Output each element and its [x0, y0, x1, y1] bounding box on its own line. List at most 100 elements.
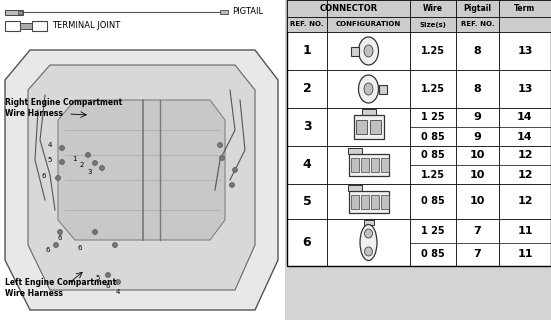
- Bar: [287, 17, 551, 32]
- Text: 6: 6: [106, 283, 110, 289]
- Text: 1 25: 1 25: [421, 113, 445, 123]
- Bar: [354, 115, 383, 139]
- Text: 10: 10: [470, 170, 485, 180]
- Text: 4: 4: [302, 158, 311, 172]
- Circle shape: [57, 229, 62, 235]
- Ellipse shape: [364, 83, 373, 95]
- Text: 1: 1: [72, 156, 76, 162]
- Bar: [361, 109, 375, 115]
- Text: 5: 5: [302, 195, 311, 208]
- Bar: [356, 120, 367, 134]
- Text: 6: 6: [78, 245, 82, 251]
- Bar: [350, 195, 359, 209]
- Ellipse shape: [359, 75, 379, 103]
- Text: 11: 11: [517, 249, 533, 259]
- Text: 0 85: 0 85: [421, 132, 445, 141]
- Circle shape: [219, 156, 224, 161]
- Circle shape: [85, 153, 90, 157]
- Bar: [350, 158, 359, 172]
- Circle shape: [218, 142, 223, 148]
- Text: 6: 6: [302, 236, 311, 249]
- Text: 12: 12: [517, 196, 533, 206]
- Circle shape: [230, 182, 235, 188]
- Text: 14: 14: [517, 113, 533, 123]
- Bar: [20, 23, 32, 29]
- PathPatch shape: [5, 50, 278, 310]
- Text: 10: 10: [470, 150, 485, 161]
- Ellipse shape: [360, 225, 377, 260]
- PathPatch shape: [28, 65, 255, 290]
- Bar: [348, 190, 388, 212]
- Bar: [360, 158, 369, 172]
- Text: 12: 12: [517, 170, 533, 180]
- Text: Size(s): Size(s): [419, 21, 446, 28]
- Text: 12: 12: [517, 150, 533, 161]
- Text: 1.25: 1.25: [421, 84, 445, 94]
- Bar: [348, 185, 361, 190]
- Bar: [381, 158, 388, 172]
- Text: Left Engine Compartment
Wire Harness: Left Engine Compartment Wire Harness: [5, 278, 116, 298]
- Text: 5: 5: [48, 157, 52, 163]
- Bar: [0, 37, 285, 320]
- Bar: [370, 158, 379, 172]
- Circle shape: [105, 273, 111, 277]
- Bar: [348, 148, 361, 154]
- Circle shape: [60, 146, 64, 150]
- Text: Term: Term: [515, 4, 536, 13]
- Ellipse shape: [365, 247, 372, 256]
- Bar: [348, 154, 388, 176]
- Text: 10: 10: [470, 196, 485, 206]
- Bar: [364, 220, 374, 225]
- Circle shape: [93, 161, 98, 165]
- Text: 14: 14: [517, 132, 533, 141]
- Text: 0 85: 0 85: [421, 150, 445, 161]
- Text: PIGTAIL: PIGTAIL: [232, 7, 263, 17]
- Bar: [370, 120, 381, 134]
- Text: 1.25: 1.25: [421, 46, 445, 56]
- Circle shape: [116, 279, 121, 284]
- Text: 6: 6: [46, 247, 50, 253]
- Bar: [5, 21, 20, 31]
- Text: 7: 7: [474, 249, 482, 259]
- Text: 1 25: 1 25: [421, 226, 445, 236]
- Text: 2: 2: [80, 162, 84, 168]
- Text: 7: 7: [474, 226, 482, 236]
- Text: 9: 9: [473, 132, 482, 141]
- Circle shape: [100, 165, 105, 171]
- Text: 3: 3: [88, 169, 92, 175]
- Text: 3: 3: [302, 121, 311, 133]
- Text: Right Engine Compartment
Wire Harness: Right Engine Compartment Wire Harness: [5, 98, 122, 118]
- Bar: [32, 21, 47, 31]
- Text: TERMINAL JOINT: TERMINAL JOINT: [52, 21, 120, 30]
- Text: 8: 8: [474, 84, 482, 94]
- Bar: [287, 0, 551, 266]
- Text: 4: 4: [116, 289, 120, 295]
- Text: Pigtail: Pigtail: [463, 4, 491, 13]
- Text: 13: 13: [517, 84, 533, 94]
- Ellipse shape: [359, 37, 379, 65]
- Bar: [360, 195, 369, 209]
- Ellipse shape: [365, 229, 372, 238]
- Text: CONFIGURATION: CONFIGURATION: [336, 21, 401, 28]
- Circle shape: [112, 243, 117, 247]
- PathPatch shape: [58, 100, 225, 240]
- Text: 5: 5: [96, 275, 100, 281]
- Text: REF. NO.: REF. NO.: [290, 21, 324, 28]
- Text: CONNECTOR: CONNECTOR: [320, 4, 377, 13]
- Text: 8: 8: [474, 46, 482, 56]
- Text: 6: 6: [42, 173, 46, 179]
- Text: 9: 9: [473, 113, 482, 123]
- Text: Wire: Wire: [423, 4, 443, 13]
- Bar: [220, 10, 228, 14]
- Bar: [287, 0, 551, 17]
- Bar: [18, 11, 22, 13]
- Text: 13: 13: [517, 46, 533, 56]
- Text: 11: 11: [517, 226, 533, 236]
- Bar: [5, 10, 23, 14]
- Circle shape: [93, 229, 98, 235]
- Circle shape: [53, 243, 58, 247]
- Text: 2: 2: [302, 83, 311, 95]
- Bar: [379, 84, 386, 93]
- Text: REF. NO.: REF. NO.: [461, 21, 494, 28]
- Text: 0 85: 0 85: [421, 249, 445, 259]
